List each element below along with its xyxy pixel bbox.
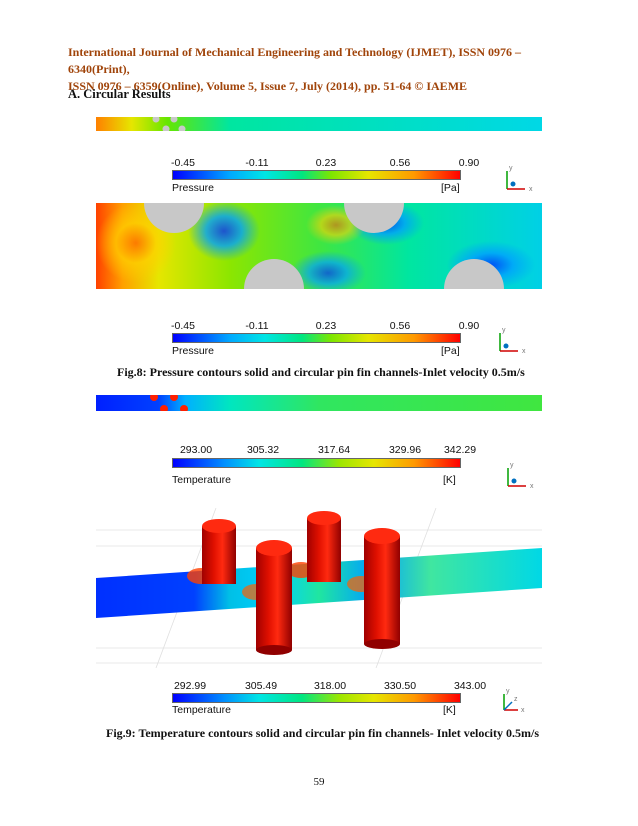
legend-tick: 318.00	[313, 680, 347, 692]
axis-triad-icon: y x	[507, 462, 534, 490]
axis-x-label: x	[529, 186, 533, 193]
legend-tick: 330.50	[383, 680, 417, 692]
legend-tick: 0.56	[389, 320, 411, 332]
temperature-legend-1-ticks: 293.00 305.32 317.64 329.96 342.29	[160, 444, 480, 458]
pressure-legend-2-ticks: -0.45 -0.11 0.23 0.56 0.90	[160, 320, 479, 334]
temperature-legend-2-ticks: 292.99 305.49 318.00 330.50 343.00	[160, 680, 486, 694]
pressure-contour-detail	[96, 203, 542, 289]
axis-triad-icon: y z x	[503, 688, 525, 714]
pressure-legend-1-unit: [Pa]	[441, 182, 460, 194]
temperature-legend-2-title: Temperature	[172, 704, 231, 716]
fig8-caption: Fig.8: Pressure contours solid and circu…	[117, 365, 525, 379]
page-number: 59	[313, 776, 325, 788]
axis-y-label: y	[502, 327, 506, 334]
temperature-strip-overview	[96, 395, 542, 411]
axis-triad-icon: y x	[499, 327, 526, 355]
axis-x-label: x	[530, 483, 534, 490]
axis-x-label: x	[522, 348, 526, 355]
legend-tick: 329.96	[388, 444, 422, 456]
legend-tick: 305.49	[244, 680, 278, 692]
temperature-legend-2-unit: [K]	[443, 704, 456, 716]
temperature-3d-render	[96, 508, 542, 668]
axis-y-label: y	[510, 462, 514, 469]
legend-tick: -0.11	[245, 157, 269, 169]
pressure-legend-1-ticks: -0.45 -0.11 0.23 0.56 0.90	[160, 157, 479, 171]
legend-tick: 0.56	[389, 157, 411, 169]
section-title: A. Circular Results	[68, 87, 171, 101]
legend-tick: 0.90	[458, 320, 480, 332]
pressure-color-bar-2	[172, 333, 461, 343]
legend-tick: 0.23	[315, 157, 337, 169]
header-line-1: International Journal of Mechanical Engi…	[68, 45, 522, 76]
temperature-color-bar-2	[172, 693, 461, 703]
journal-header: International Journal of Mechanical Engi…	[68, 44, 578, 95]
axis-z-label: z	[514, 696, 518, 703]
axis-x-label: x	[521, 707, 525, 714]
legend-tick: 293.00	[179, 444, 213, 456]
header-line-2: ISSN 0976 – 6359(Online), Volume 5, Issu…	[68, 79, 468, 93]
legend-tick: 342.29	[443, 444, 477, 456]
temperature-color-bar-1	[172, 458, 461, 468]
pressure-strip-overview	[96, 117, 542, 131]
legend-tick: -0.45	[171, 157, 195, 169]
axis-y-label: y	[506, 688, 510, 695]
legend-tick: 317.64	[317, 444, 351, 456]
pressure-legend-2-title: Pressure	[172, 345, 215, 357]
axis-y-label: y	[509, 165, 513, 172]
fig9-caption: Fig.9: Temperature contours solid and ci…	[106, 726, 540, 740]
pressure-color-bar-1	[172, 170, 461, 180]
legend-tick: -0.45	[171, 320, 195, 332]
axis-triad-icon: y x	[506, 165, 533, 193]
pressure-legend-1-title: Pressure	[172, 182, 215, 194]
legend-tick: 0.90	[458, 157, 480, 169]
legend-tick: 305.32	[246, 444, 280, 456]
legend-tick: 343.00	[453, 680, 487, 692]
temperature-legend-1-unit: [K]	[443, 474, 456, 486]
pressure-legend-2-unit: [Pa]	[441, 345, 460, 357]
legend-tick: -0.11	[245, 320, 269, 332]
legend-tick: 0.23	[315, 320, 337, 332]
temperature-legend-1-title: Temperature	[172, 474, 231, 486]
legend-tick: 292.99	[173, 680, 207, 692]
